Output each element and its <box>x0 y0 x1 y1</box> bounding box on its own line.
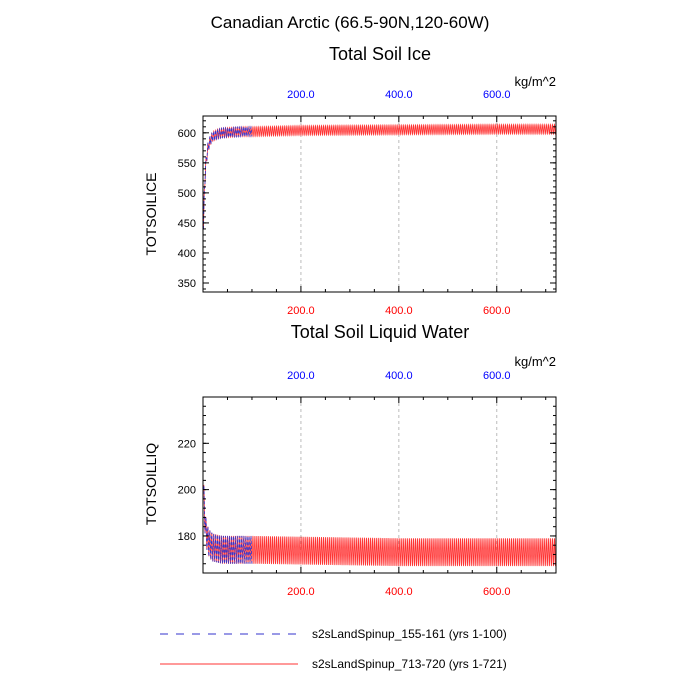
panel-soil-liquid-water: Total Soil Liquid Water kg/m^2 TOTSOILLI… <box>143 322 557 598</box>
x-tick-label-top: 400.0 <box>385 370 413 382</box>
series-line-2 <box>203 484 557 567</box>
x-tick-label-top: 600.0 <box>483 89 511 101</box>
x-tick-label-top: 200.0 <box>287 89 315 101</box>
x-tick-label-bottom: 200.0 <box>287 305 315 317</box>
y-tick-label: 200 <box>178 485 196 497</box>
series-line-2 <box>203 123 557 229</box>
plot-frame <box>202 115 557 293</box>
units-label: kg/m^2 <box>514 354 556 369</box>
main-title: Canadian Arctic (66.5-90N,120-60W) <box>211 13 490 32</box>
x-tick-label-top: 200.0 <box>287 370 315 382</box>
series-lines <box>203 484 557 567</box>
y-tick-label: 350 <box>178 278 196 290</box>
plot-frame <box>202 396 557 574</box>
gridlines <box>300 116 498 292</box>
y-tick-label: 400 <box>178 248 196 260</box>
series-line-1 <box>203 484 253 564</box>
series-lines <box>203 123 557 229</box>
panel-title: Total Soil Ice <box>329 44 431 64</box>
y-tick-label: 550 <box>178 158 196 170</box>
legend-label-series-1: s2sLandSpinup_155-161 (yrs 1-100) <box>312 627 507 641</box>
series-line-1 <box>203 125 253 229</box>
y-tick-label: 220 <box>178 438 196 450</box>
panel-soil-ice: Total Soil Ice kg/m^2 TOTSOILICE 200.020… <box>143 44 557 317</box>
axis-ticks: 200.0 200.0 400.0 400.0 600.0 600.0 180 200 220 <box>178 370 556 598</box>
axis-ticks: 200.0 200.0 400.0 400.0 600.0 600.0 350 400 450 5… <box>178 89 556 317</box>
x-tick-label-top: 400.0 <box>385 89 413 101</box>
x-tick-label-bottom: 400.0 <box>385 586 413 598</box>
gridlines <box>300 397 498 573</box>
units-label: kg/m^2 <box>514 74 556 89</box>
x-tick-label-bottom: 400.0 <box>385 305 413 317</box>
x-tick-label-bottom: 200.0 <box>287 586 315 598</box>
y-axis-label: TOTSOILICE <box>143 173 159 256</box>
x-tick-label-bottom: 600.0 <box>483 305 511 317</box>
y-axis-label: TOTSOILLIQ <box>143 443 159 525</box>
legend-label-series-2: s2sLandSpinup_713-720 (yrs 1-721) <box>312 657 507 671</box>
y-tick-label: 180 <box>178 531 196 543</box>
panel-title: Total Soil Liquid Water <box>291 322 469 342</box>
y-tick-label: 600 <box>178 128 196 140</box>
legend: s2sLandSpinup_155-161 (yrs 1-100) s2sLan… <box>160 627 507 671</box>
x-tick-label-top: 600.0 <box>483 370 511 382</box>
x-tick-label-bottom: 600.0 <box>483 586 511 598</box>
y-tick-label: 450 <box>178 218 196 230</box>
y-tick-label: 500 <box>178 188 196 200</box>
